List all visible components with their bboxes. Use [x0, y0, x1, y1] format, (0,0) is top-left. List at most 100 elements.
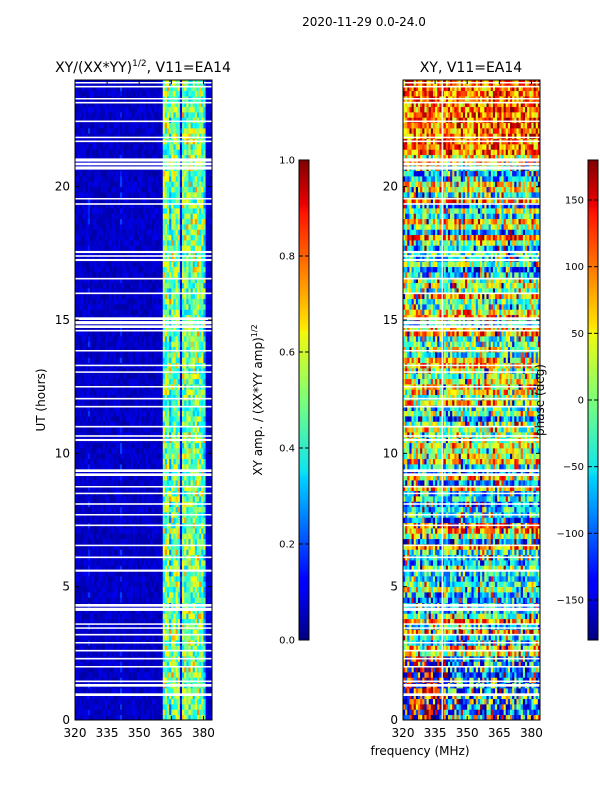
heatmap-cell	[115, 581, 119, 588]
heatmap-cell	[132, 389, 136, 396]
heatmap-cell	[137, 538, 140, 545]
heatmap-cell	[152, 128, 155, 134]
heatmap-cell	[162, 624, 166, 630]
heatmap-cell	[124, 416, 127, 422]
heatmap-cell	[113, 533, 117, 540]
heatmap-cell	[83, 176, 87, 182]
heatmap-cell	[122, 154, 125, 161]
heatmap-cell	[104, 245, 108, 252]
heatmap-cell	[152, 282, 155, 289]
heatmap-cell	[162, 464, 166, 470]
heatmap-cell	[81, 234, 84, 241]
heatmap-cell	[160, 202, 164, 209]
heatmap-cell	[89, 122, 93, 129]
heatmap-cell	[145, 250, 149, 257]
heatmap-cell	[154, 400, 157, 406]
heatmap-cell	[75, 517, 78, 524]
heatmap-cell	[113, 426, 117, 433]
heatmap-cell	[104, 709, 108, 716]
heatmap-cell	[143, 368, 147, 374]
heatmap-cell	[79, 533, 82, 540]
heatmap-cell	[137, 485, 140, 492]
heatmap-cell	[139, 506, 142, 513]
heatmap-cell	[100, 592, 104, 598]
heatmap-cell	[96, 346, 99, 353]
heatmap-cell	[137, 90, 140, 97]
heatmap-cell	[109, 224, 112, 230]
heatmap-cell	[79, 672, 82, 678]
heatmap-cell	[94, 613, 97, 620]
heatmap-cell	[152, 133, 155, 140]
heatmap-cell	[137, 613, 140, 620]
heatmap-cell	[117, 330, 121, 337]
heatmap-cell	[75, 341, 78, 348]
heatmap-cell	[77, 240, 80, 246]
heatmap-cell	[154, 688, 157, 694]
heatmap-cell	[100, 416, 104, 422]
heatmap-cell	[149, 144, 153, 150]
heatmap-cell	[126, 261, 129, 268]
heatmap-cell	[126, 426, 129, 433]
heatmap-cell	[158, 586, 162, 593]
heatmap-cell	[156, 528, 159, 534]
heatmap-cell	[158, 613, 162, 620]
heatmap-cell	[145, 538, 149, 545]
heatmap-cell	[94, 624, 97, 630]
heatmap-cell	[122, 714, 125, 720]
heatmap-cell	[100, 544, 104, 550]
heatmap-cell	[104, 693, 108, 700]
heatmap-cell	[143, 149, 147, 156]
heatmap-cell	[162, 426, 166, 433]
heatmap-cell	[81, 261, 84, 268]
heatmap-cell	[79, 266, 82, 273]
heatmap-cell	[134, 357, 138, 364]
heatmap-cell	[124, 698, 127, 705]
heatmap-cell	[124, 330, 127, 337]
heatmap-cell	[134, 261, 138, 268]
heatmap-cell	[89, 704, 93, 710]
heatmap-cell	[158, 144, 162, 150]
heatmap-cell	[130, 597, 134, 604]
heatmap-cell	[83, 474, 87, 481]
heatmap-cell	[75, 261, 78, 268]
heatmap-cell	[152, 672, 155, 678]
heatmap-cell	[109, 106, 112, 113]
heatmap-cell	[122, 170, 125, 177]
heatmap-cell	[109, 309, 112, 316]
heatmap-cell	[126, 474, 129, 481]
heatmap-cell	[117, 341, 121, 348]
heatmap-cell	[102, 650, 106, 657]
heatmap-cell	[149, 538, 153, 545]
heatmap-cell	[124, 453, 127, 460]
heatmap-cell	[107, 666, 110, 673]
heatmap-cell	[94, 666, 97, 673]
heatmap-cell	[85, 282, 89, 289]
heatmap-cell	[98, 677, 102, 684]
heatmap-cell	[160, 149, 164, 156]
heatmap-cell	[104, 544, 108, 550]
heatmap-cell	[130, 336, 134, 342]
heatmap-cell	[117, 90, 121, 97]
heatmap-cell	[94, 698, 97, 705]
heatmap-cell	[158, 677, 162, 684]
heatmap-cell	[128, 528, 132, 534]
heatmap-cell	[87, 405, 91, 412]
heatmap-cell	[98, 448, 102, 454]
heatmap-cell	[89, 416, 93, 422]
heatmap-cell	[96, 330, 99, 337]
heatmap-cell	[147, 714, 151, 720]
heatmap-cell	[141, 448, 144, 454]
heatmap-cell	[145, 149, 149, 156]
heatmap-cell	[160, 272, 164, 278]
heatmap-cell	[102, 272, 106, 278]
heatmap-cell	[113, 240, 117, 246]
heatmap-cell	[92, 144, 95, 150]
heatmap-cell	[87, 618, 91, 625]
heatmap-cell	[104, 330, 108, 337]
heatmap-cell	[126, 357, 129, 364]
heatmap-cell	[149, 213, 153, 220]
heatmap-cell	[92, 693, 95, 700]
heatmap-cell	[132, 410, 136, 417]
heatmap-cell	[111, 277, 114, 284]
heatmap-cell	[109, 336, 112, 342]
